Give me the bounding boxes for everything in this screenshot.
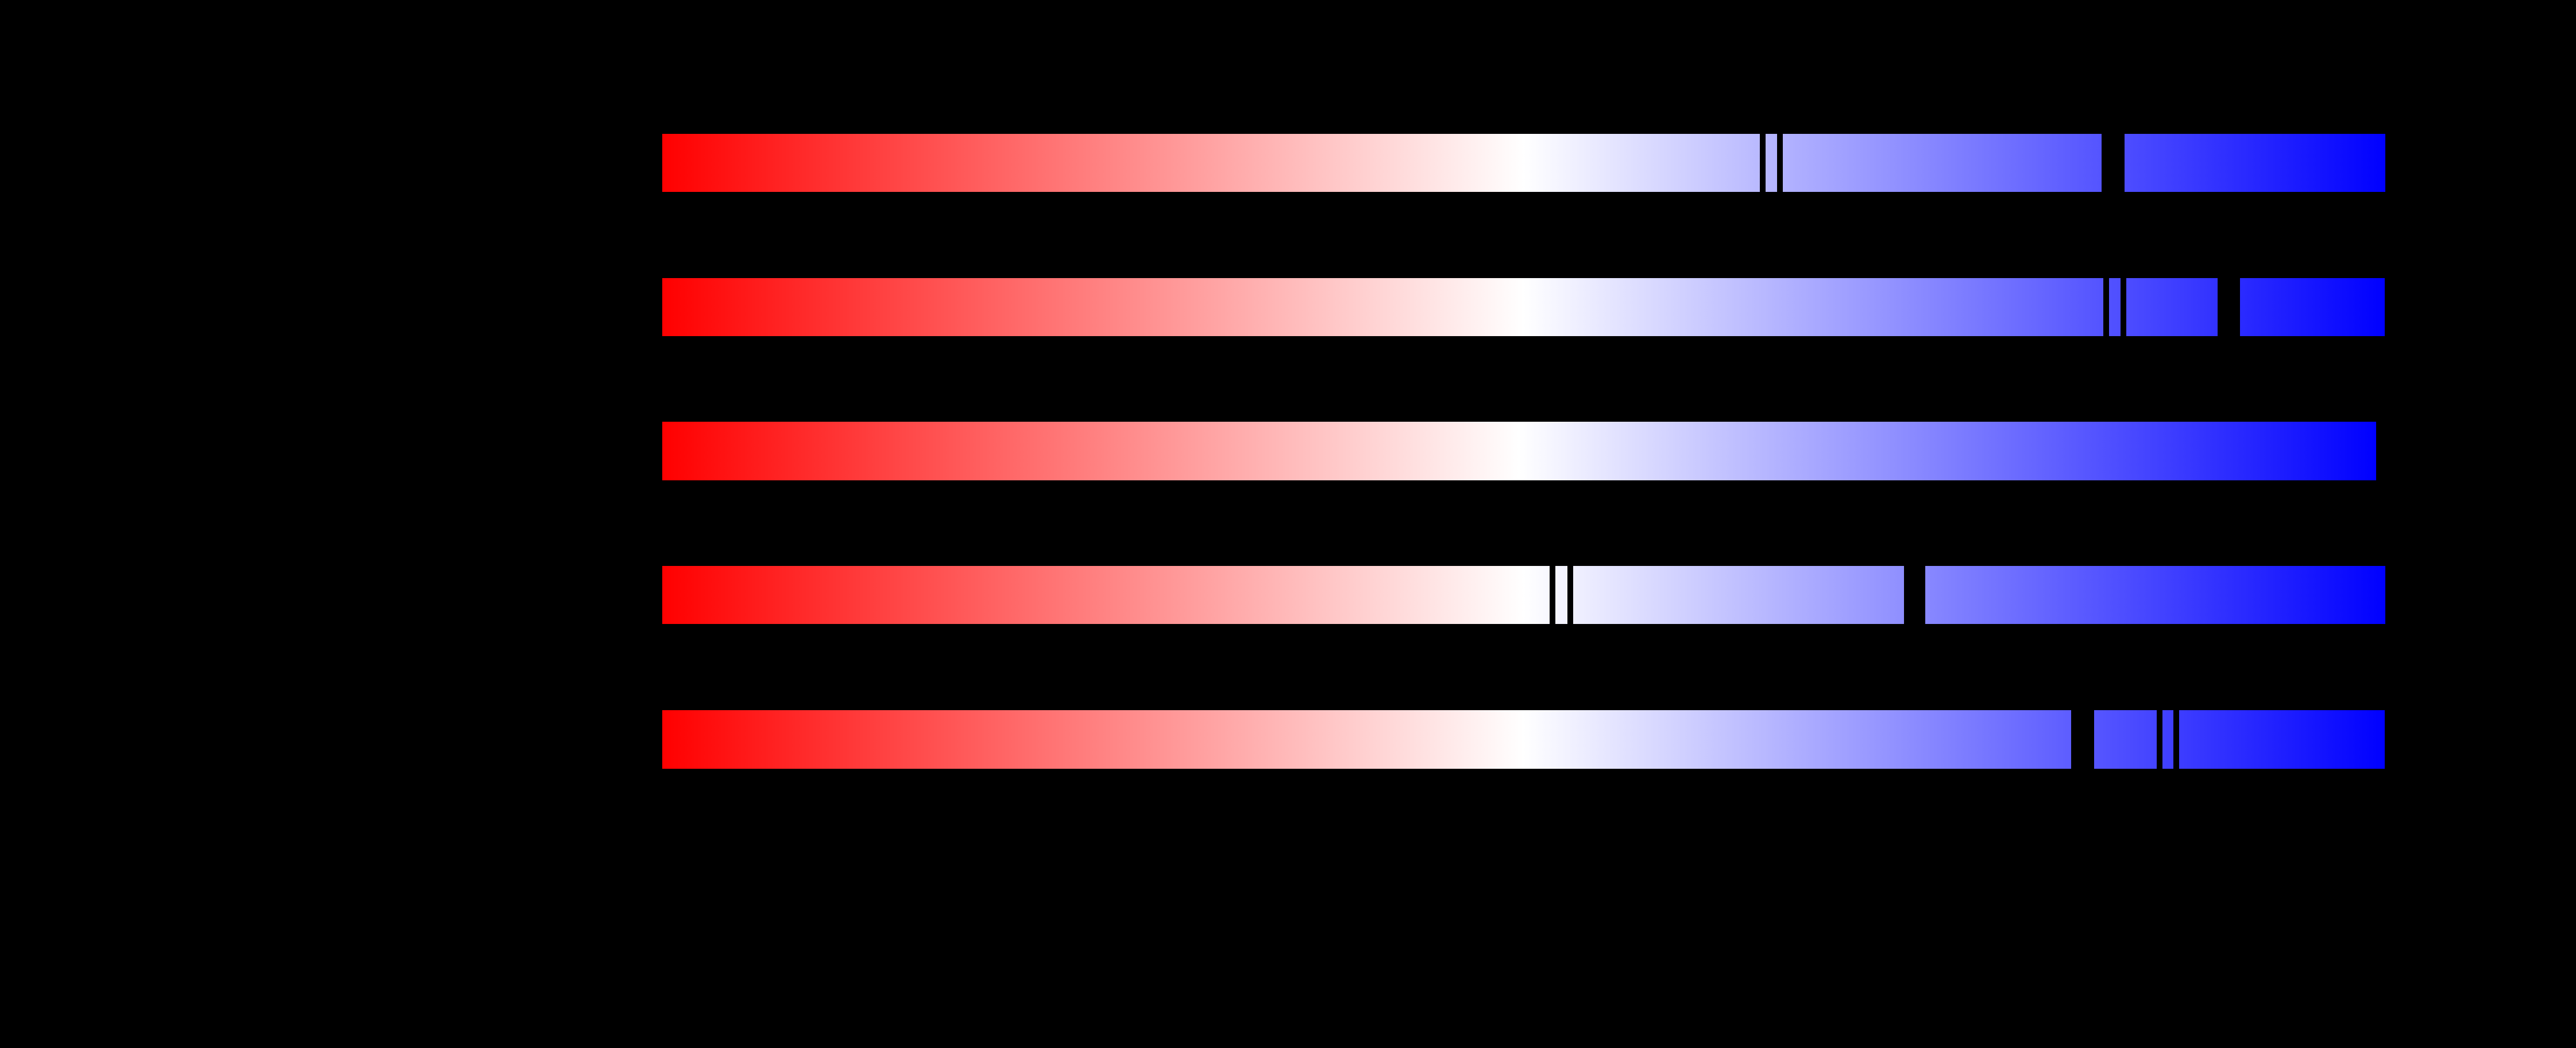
gradient-bar-row-5 bbox=[662, 710, 2385, 769]
gap-mark bbox=[2218, 278, 2240, 336]
gradient-bar-row-4 bbox=[662, 566, 2385, 624]
tick-mark bbox=[1567, 566, 1573, 624]
gradient-bar-row-1 bbox=[662, 134, 2385, 192]
gradient-bar-row-2 bbox=[662, 278, 2385, 336]
tick-mark bbox=[2121, 278, 2126, 336]
tick-mark bbox=[2157, 710, 2162, 769]
tick-mark bbox=[1777, 134, 1783, 192]
gap-mark bbox=[2071, 710, 2094, 769]
tick-mark bbox=[2103, 278, 2109, 336]
tick-mark bbox=[1760, 134, 1766, 192]
gap-mark bbox=[2102, 134, 2125, 192]
tick-mark bbox=[1550, 566, 1555, 624]
gradient-bar-row-3 bbox=[662, 422, 2376, 480]
tick-mark bbox=[2173, 710, 2179, 769]
gap-mark bbox=[1904, 566, 1925, 624]
